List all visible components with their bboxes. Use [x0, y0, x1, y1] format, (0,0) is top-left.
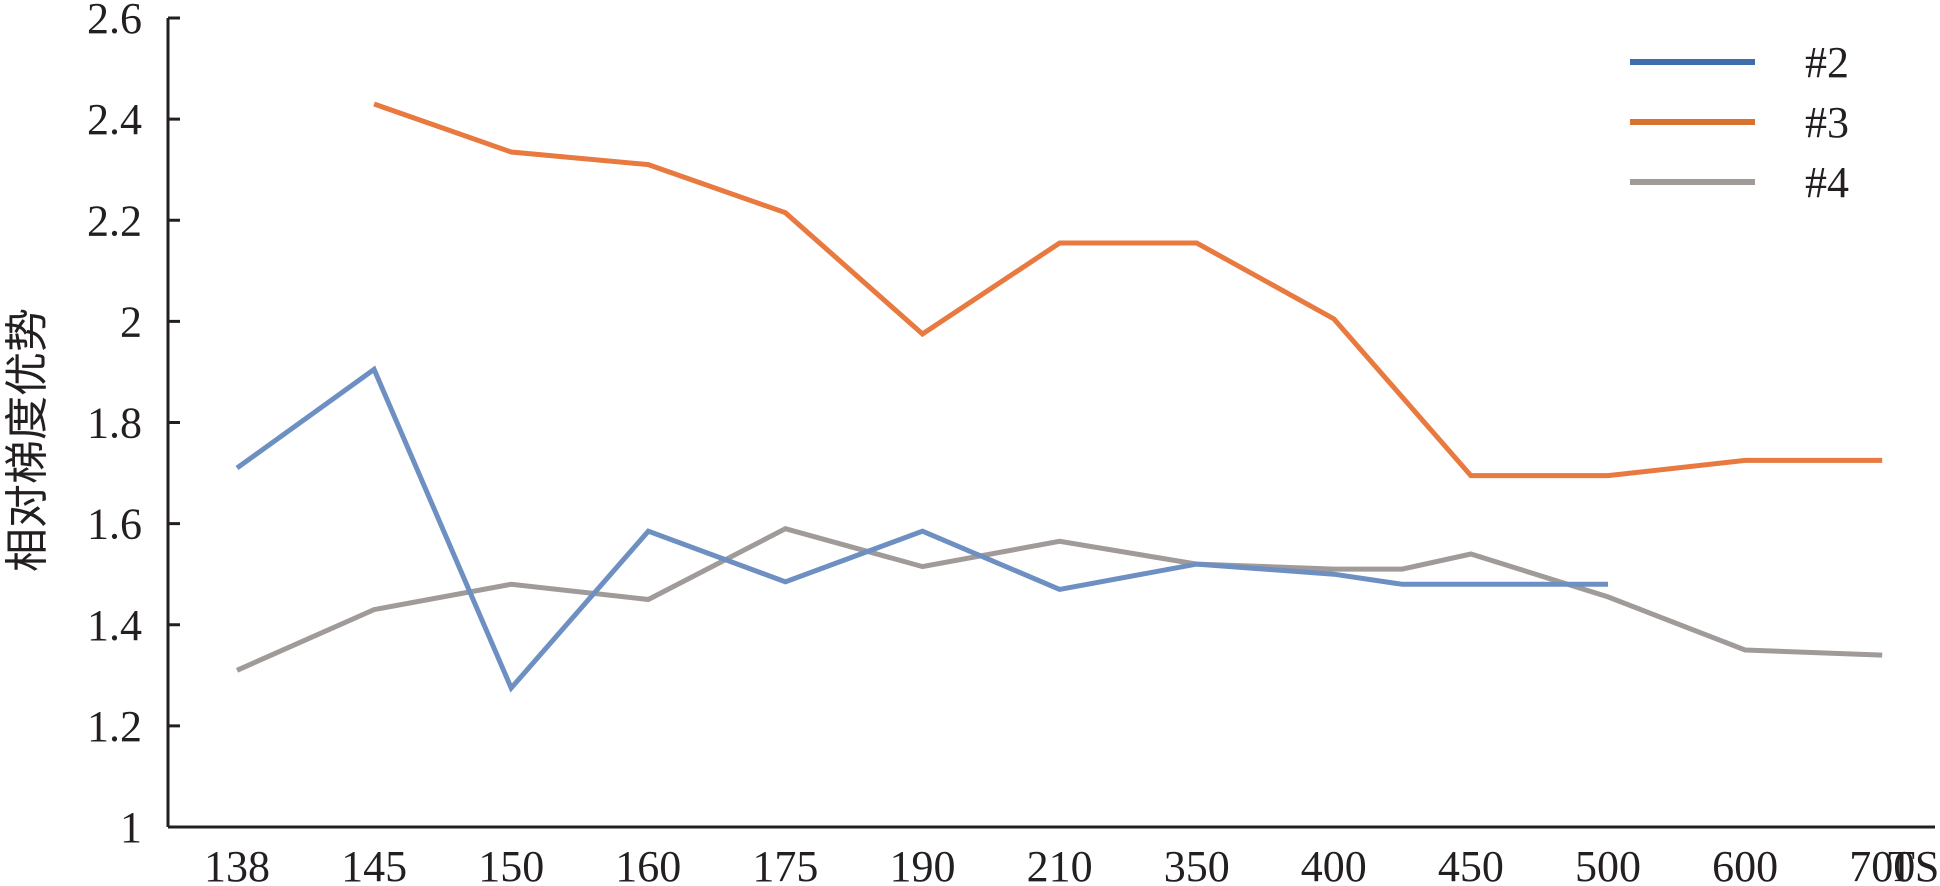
y-tick-label: 1.8: [87, 399, 142, 448]
x-tick-label: 160: [615, 842, 681, 886]
y-axis-label: 相对梯度优势: [2, 308, 53, 572]
x-tick-label: 700: [1849, 842, 1915, 886]
y-tick-label: 2.2: [87, 196, 142, 245]
x-tick-label: 450: [1438, 842, 1504, 886]
x-tick-label: 150: [478, 842, 544, 886]
y-tick-label: 2.4: [87, 95, 142, 144]
x-tick-label: 350: [1164, 842, 1230, 886]
x-tick-label: 210: [1027, 842, 1093, 886]
x-tick-label: 138: [204, 842, 270, 886]
x-tick-label: 175: [752, 842, 818, 886]
y-tick-label: 1.4: [87, 601, 142, 650]
legend: #2 #3 #4: [1630, 38, 1849, 207]
x-axis: 138 145 150 160 175 190 210 350 400 450 500 600 700: [168, 825, 1935, 886]
y-tick-label: 1: [120, 803, 142, 852]
plot-lines: [235, 101, 1883, 693]
y-tick-label: 2.6: [87, 0, 142, 43]
x-tick-label: 600: [1712, 842, 1778, 886]
x-tick-label: 400: [1301, 842, 1367, 886]
x-tick-label: 500: [1575, 842, 1641, 886]
series-line-4: [235, 526, 1883, 673]
y-tick-label: 2: [120, 297, 142, 346]
legend-label: #3: [1805, 98, 1849, 147]
y-axis: 1 1.2 1.4 1.6 1.8 2 2.2 2.4 2.6: [87, 0, 180, 852]
series-line-2: [235, 365, 1608, 693]
x-tick-label: 145: [341, 842, 407, 886]
series-line-3: [373, 101, 1883, 479]
x-tick-label: 190: [890, 842, 956, 886]
y-tick-label: 1.6: [87, 500, 142, 549]
legend-label: #4: [1805, 158, 1849, 207]
x-axis-label: TS: [1888, 842, 1939, 886]
y-tick-label: 1.2: [87, 702, 142, 751]
legend-label: #2: [1805, 38, 1849, 87]
